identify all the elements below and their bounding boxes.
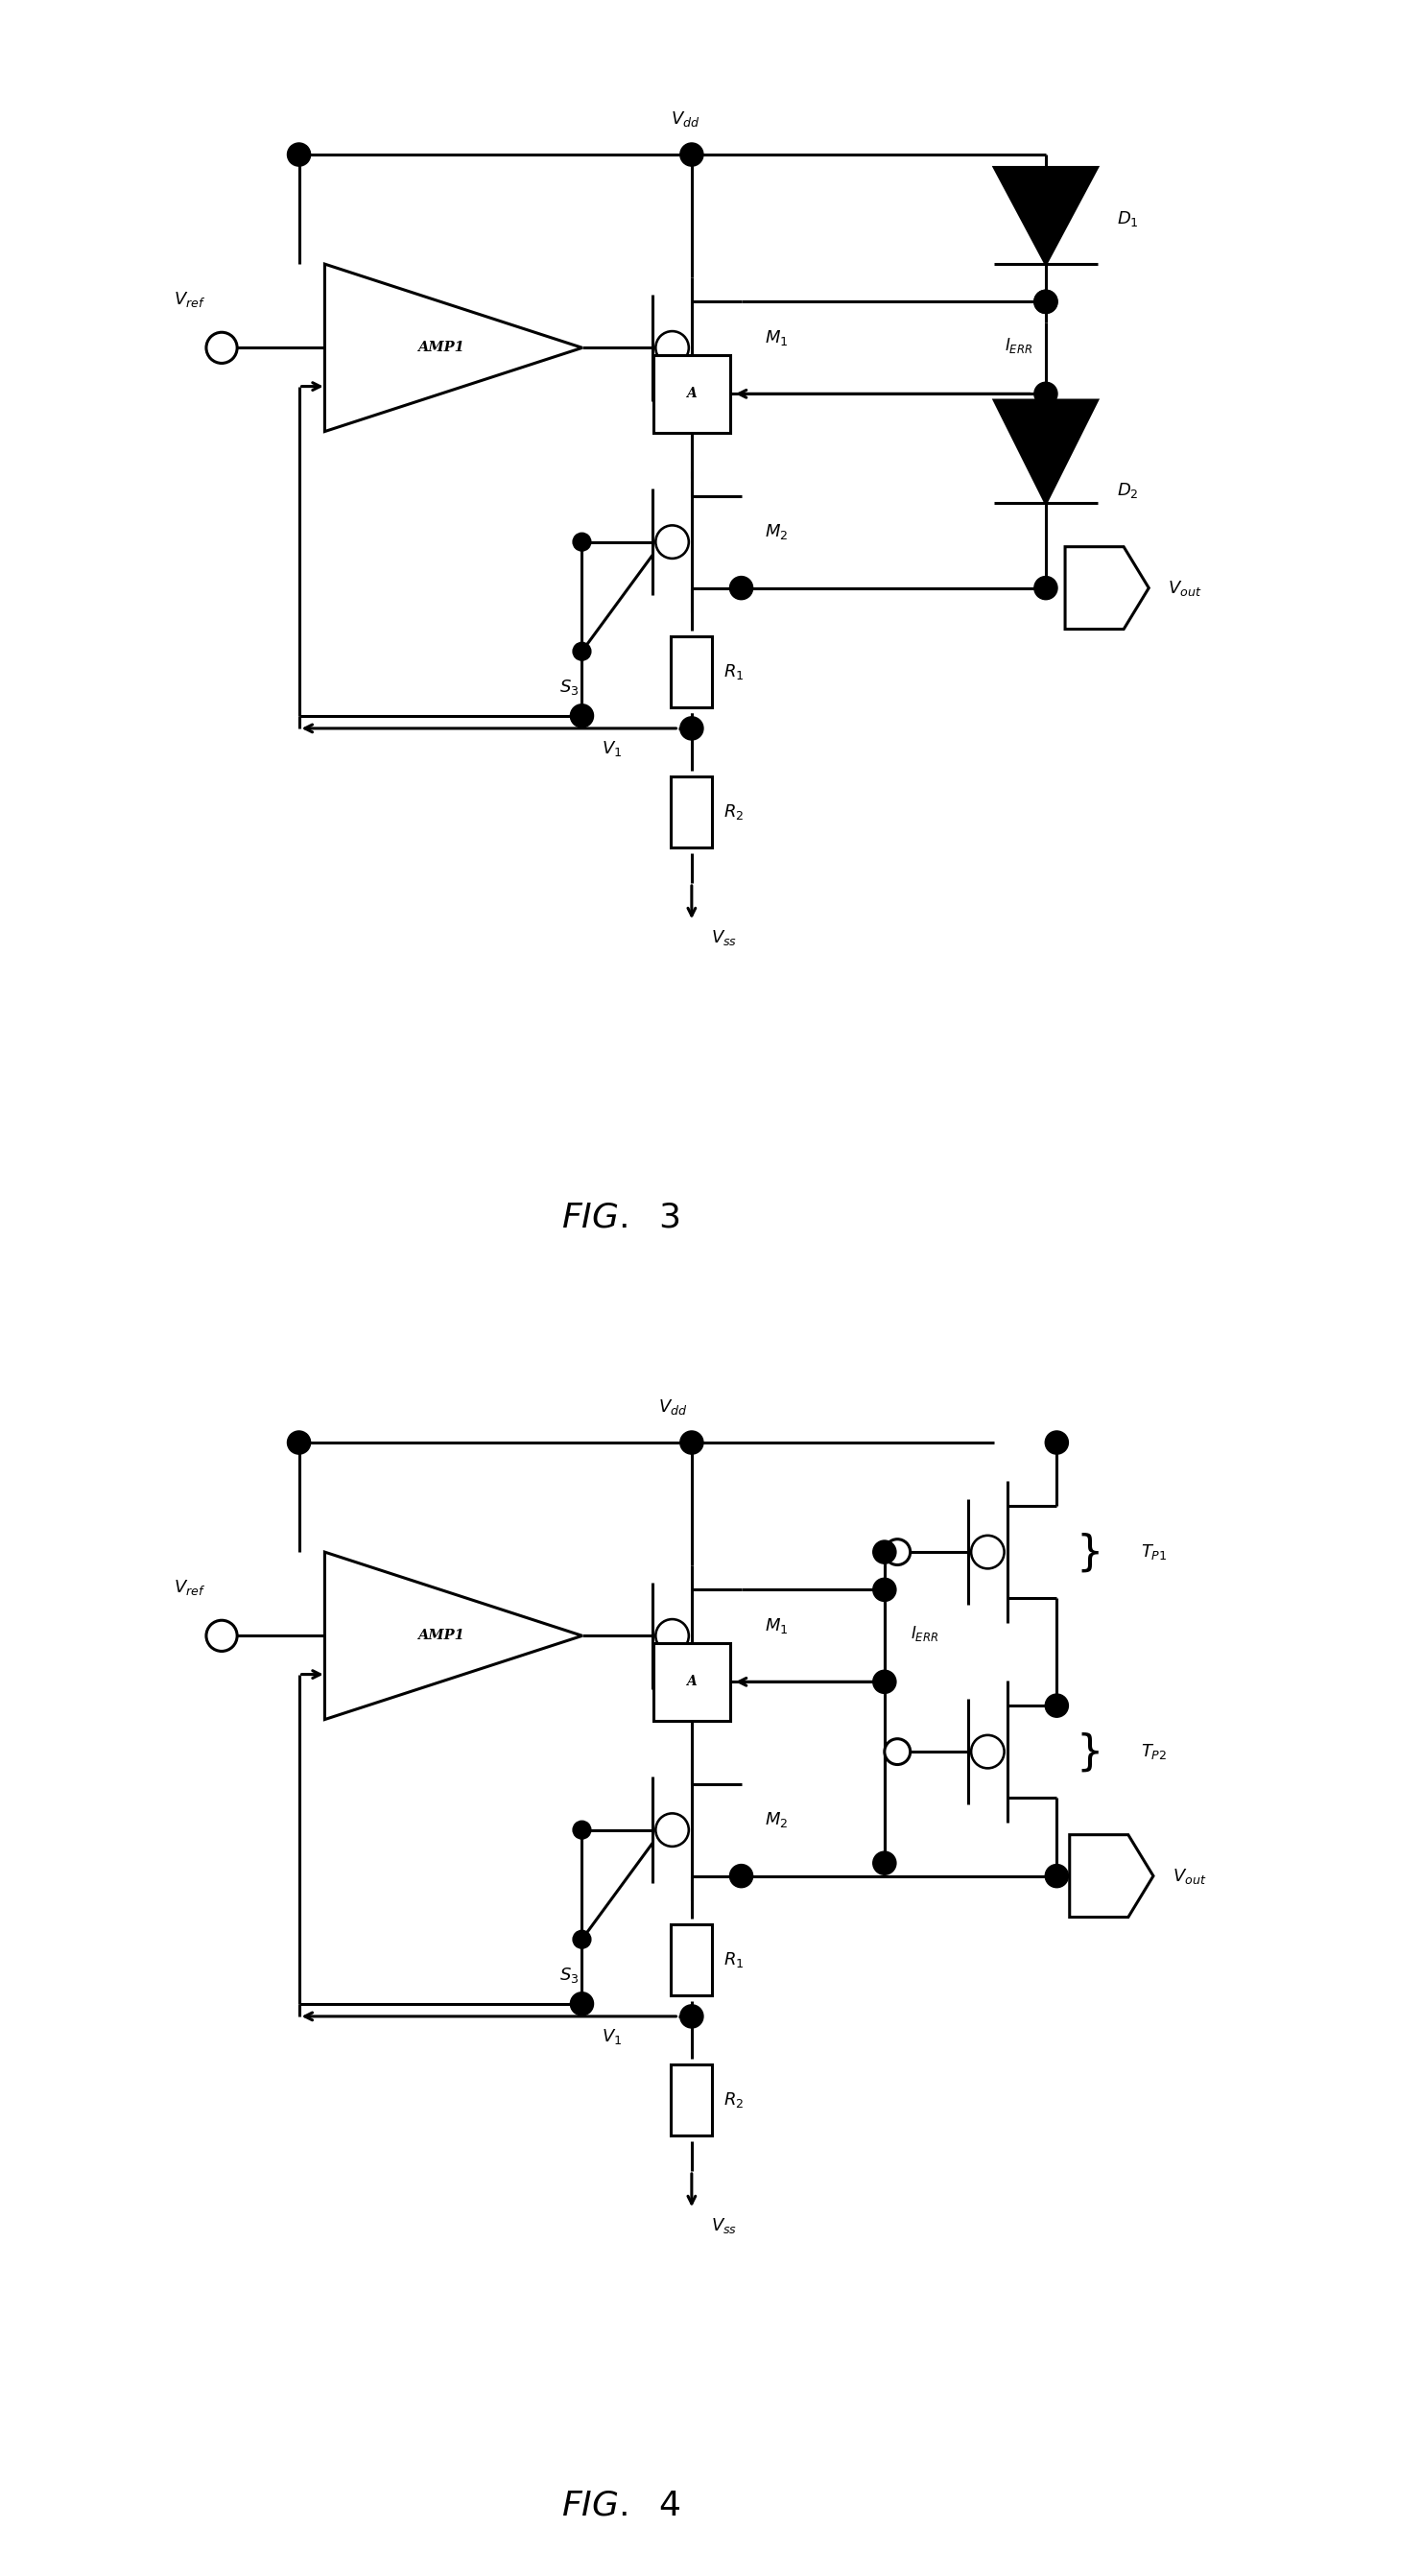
Bar — [671, 636, 712, 706]
Polygon shape — [994, 399, 1098, 502]
Circle shape — [573, 641, 592, 659]
Circle shape — [1034, 381, 1058, 404]
Text: $M_2$: $M_2$ — [765, 523, 788, 541]
Bar — [653, 355, 731, 433]
Circle shape — [1034, 577, 1058, 600]
Circle shape — [573, 1821, 592, 1839]
Text: $M_1$: $M_1$ — [765, 327, 788, 348]
Text: $D_1$: $D_1$ — [1116, 209, 1139, 229]
Circle shape — [287, 142, 310, 165]
Text: $R_2$: $R_2$ — [724, 804, 744, 822]
Circle shape — [1045, 1865, 1068, 1888]
Text: $V_{dd}$: $V_{dd}$ — [658, 1399, 687, 1417]
Circle shape — [680, 142, 704, 165]
Circle shape — [570, 1991, 593, 2014]
Text: $V_{out}$: $V_{out}$ — [1173, 1868, 1206, 1886]
Circle shape — [680, 716, 704, 739]
Text: $S_3$: $S_3$ — [559, 1965, 579, 1984]
Circle shape — [1034, 291, 1058, 314]
Circle shape — [873, 1540, 896, 1564]
Text: $R_1$: $R_1$ — [724, 1950, 744, 1968]
Circle shape — [1045, 1695, 1068, 1718]
Text: $V_{dd}$: $V_{dd}$ — [671, 111, 700, 129]
Text: AMP1: AMP1 — [417, 1628, 464, 1643]
Bar — [671, 2066, 712, 2136]
Circle shape — [729, 577, 752, 600]
Circle shape — [680, 2004, 704, 2027]
Circle shape — [884, 1538, 910, 1564]
Text: $\}$: $\}$ — [1076, 1731, 1099, 1772]
Circle shape — [1045, 1432, 1068, 1453]
Circle shape — [573, 1929, 592, 1947]
Circle shape — [729, 1865, 752, 1888]
Circle shape — [884, 1739, 910, 1765]
Text: A: A — [687, 1674, 697, 1687]
Text: $V_{out}$: $V_{out}$ — [1167, 580, 1202, 598]
Text: $V_1$: $V_1$ — [602, 739, 621, 757]
Text: $V_{ref}$: $V_{ref}$ — [173, 291, 205, 309]
Text: $V_{ss}$: $V_{ss}$ — [711, 927, 737, 948]
Circle shape — [873, 1579, 896, 1602]
Text: $M_2$: $M_2$ — [765, 1811, 788, 1829]
Circle shape — [573, 533, 592, 551]
Text: $\}$: $\}$ — [1076, 1530, 1099, 1574]
Circle shape — [873, 1852, 896, 1875]
Text: $T_{P2}$: $T_{P2}$ — [1140, 1741, 1166, 1762]
Circle shape — [206, 1620, 237, 1651]
Circle shape — [206, 332, 237, 363]
Circle shape — [680, 1432, 704, 1453]
Text: $FIG.\ \ 4$: $FIG.\ \ 4$ — [562, 2488, 681, 2522]
Text: $V_{ss}$: $V_{ss}$ — [711, 2215, 737, 2236]
Text: AMP1: AMP1 — [417, 340, 464, 355]
Bar — [653, 1643, 731, 1721]
Text: $V_1$: $V_1$ — [602, 2027, 621, 2045]
Text: $S_3$: $S_3$ — [559, 677, 579, 696]
Text: $V_{ref}$: $V_{ref}$ — [173, 1579, 205, 1597]
Text: $D_2$: $D_2$ — [1116, 482, 1138, 500]
Bar — [671, 778, 712, 848]
Text: $R_2$: $R_2$ — [724, 2092, 744, 2110]
Text: $R_1$: $R_1$ — [724, 662, 744, 680]
Bar — [671, 1924, 712, 1994]
Circle shape — [287, 1432, 310, 1453]
Circle shape — [873, 1669, 896, 1692]
Text: A: A — [687, 386, 697, 399]
Text: $FIG.\ \ 3$: $FIG.\ \ 3$ — [562, 1200, 680, 1234]
Text: $T_{P1}$: $T_{P1}$ — [1140, 1543, 1167, 1561]
Circle shape — [570, 703, 593, 726]
Text: $M_1$: $M_1$ — [765, 1615, 788, 1636]
Text: $I_{ERR}$: $I_{ERR}$ — [910, 1623, 939, 1643]
Text: $I_{ERR}$: $I_{ERR}$ — [1005, 335, 1032, 355]
Polygon shape — [994, 167, 1098, 263]
Circle shape — [1034, 291, 1058, 314]
